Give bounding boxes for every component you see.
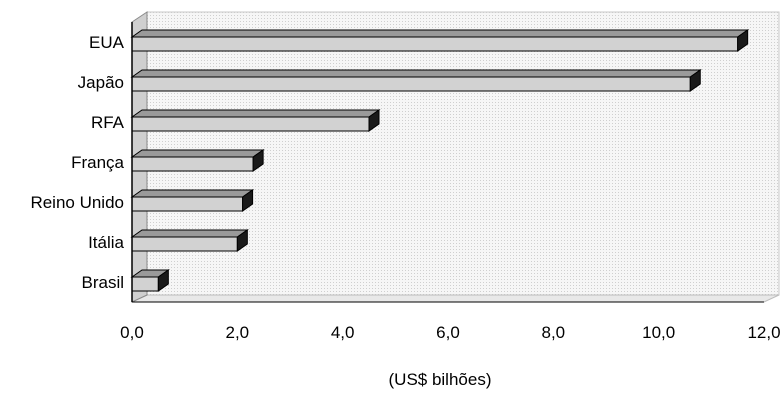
x-tick-label: 0,0 xyxy=(120,323,144,342)
bar-side-brasil xyxy=(157,269,169,292)
bar-italia xyxy=(130,229,249,252)
x-tick-label: 8,0 xyxy=(542,323,566,342)
category-label-eua: EUA xyxy=(89,33,125,52)
bar-franca xyxy=(130,149,265,172)
x-tick-label: 12,0 xyxy=(747,323,780,342)
bar-top-japao xyxy=(130,69,702,78)
bar-japao xyxy=(130,69,702,92)
bar-side-rfa xyxy=(368,109,380,132)
bar-brasil xyxy=(130,269,170,292)
bar-top-eua xyxy=(130,29,750,38)
floor xyxy=(131,294,780,303)
bar-side-eua xyxy=(737,29,749,52)
bar-rfa xyxy=(130,109,381,132)
bar-front-reino-unido xyxy=(131,196,244,212)
x-tick-label: 10,0 xyxy=(642,323,675,342)
bar-reino-unido xyxy=(130,189,255,212)
bar-front-brasil xyxy=(131,276,159,292)
bar-front-italia xyxy=(131,236,238,252)
x-tick-label: 4,0 xyxy=(331,323,355,342)
category-label-rfa: RFA xyxy=(91,113,125,132)
bar-side-italia xyxy=(236,229,248,252)
bars-group xyxy=(130,29,750,292)
bar-eua xyxy=(130,29,750,52)
bar-side-franca xyxy=(252,149,264,172)
bar-front-franca xyxy=(131,156,254,172)
category-label-reino-unido: Reino Unido xyxy=(30,193,124,212)
category-labels: EUA Japão RFA França Reino Unido Itália Brasil xyxy=(30,33,124,292)
bar-front-japao xyxy=(131,76,691,92)
bar-side-japao xyxy=(689,69,701,92)
x-axis-label: (US$ bilhões) xyxy=(389,370,492,389)
bar-top-reino-unido xyxy=(130,189,255,198)
category-label-italia: Itália xyxy=(88,233,124,252)
bar-side-reino-unido xyxy=(242,189,254,212)
category-label-franca: França xyxy=(71,153,124,172)
x-tick-label: 2,0 xyxy=(226,323,250,342)
category-label-japao: Japão xyxy=(78,73,124,92)
x-tick-label: 6,0 xyxy=(436,323,460,342)
bar-top-franca xyxy=(130,149,265,158)
bar-top-italia xyxy=(130,229,249,238)
x-tick-labels: 0,0 2,0 4,0 6,0 8,0 10,0 12,0 xyxy=(120,323,780,342)
bar-front-rfa xyxy=(131,116,370,132)
bar-front-eua xyxy=(131,36,739,52)
bar-top-rfa xyxy=(130,109,381,118)
category-label-brasil: Brasil xyxy=(81,273,124,292)
